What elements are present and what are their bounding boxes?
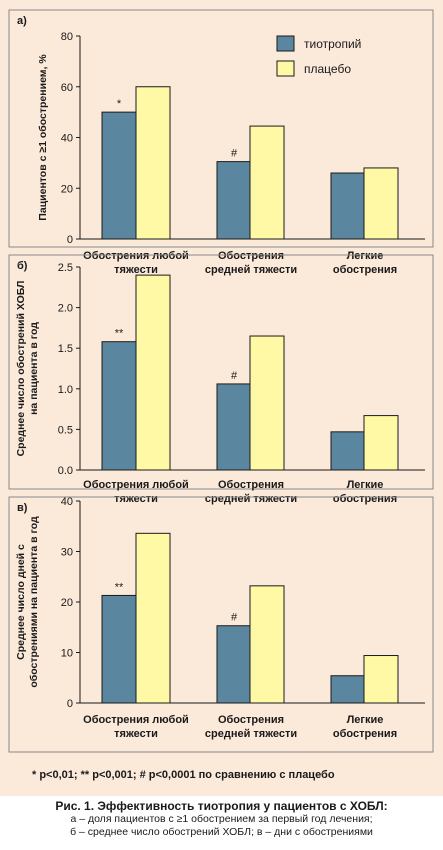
y-axis-label: Среднее число обострений ХОБЛна пациента…	[15, 281, 40, 457]
bar-series2-cat2	[249, 585, 285, 704]
category-label-line: тяжести	[114, 728, 158, 740]
y-tick-label: 20	[61, 183, 73, 195]
chart-panel-3: в) Среднее число дней собострениями на па…	[8, 496, 434, 753]
category-label-line: Легкие	[347, 479, 384, 491]
caption-line-1: а – доля пациентов с ≥1 обострением за п…	[70, 813, 373, 825]
bar-series1-cat1	[101, 594, 137, 704]
category-label-line: тяжести	[114, 493, 158, 505]
bar-series1-cat3	[330, 675, 366, 704]
y-tick-label: 0	[67, 234, 73, 246]
y-axis-label: Пациентов с ≥1 обострением, %	[37, 54, 49, 221]
category-label: Обострения любой тяжести	[83, 714, 189, 740]
bar-series1-cat2	[216, 625, 252, 704]
figure-caption: Рис. 1. Эффективность тиотропия у пациен…	[0, 796, 443, 850]
y-axis-label-line: Среднее число обострений ХОБЛ	[15, 281, 27, 457]
y-tick-label: 40	[61, 496, 73, 508]
bar-series2-cat2	[249, 125, 285, 240]
y-tick-label: 0	[67, 698, 73, 710]
bar-series2-cat1	[135, 274, 171, 471]
significance-mark: #	[231, 370, 238, 382]
bar-series2-cat3	[363, 167, 399, 240]
category-label-line: обострения	[333, 493, 397, 505]
significance-mark: #	[231, 148, 238, 160]
chart-panel-2: б) Среднее число обострений ХОБЛна пациен…	[8, 254, 434, 505]
chart-figure: а) Пациентов с ≥1 обострением, % 0 20 40 60 80…	[8, 9, 434, 781]
y-tick-label: 30	[61, 547, 73, 559]
y-tick-label: 20	[61, 597, 73, 609]
category-label-line: Обострения любой	[83, 714, 189, 726]
bar-series2-cat3	[363, 415, 399, 471]
bar-series2-cat2	[249, 335, 285, 471]
category-label-line: обострения	[333, 728, 397, 740]
category-label-line: Обострения	[218, 479, 284, 491]
bar-series2-cat1	[135, 86, 171, 240]
category-label-line: Обострения	[218, 714, 284, 726]
bar-series1-cat1	[101, 111, 137, 240]
category-label-line: Легкие	[347, 714, 384, 726]
category-label-line: Легкие	[347, 250, 384, 262]
bar-series2-cat3	[363, 655, 399, 704]
bar-series1-cat3	[330, 172, 366, 240]
y-tick-label: 80	[61, 31, 73, 43]
y-tick-label: 10	[61, 648, 73, 660]
y-axis-label-line: Пациентов с ≥1 обострением, %	[37, 54, 49, 221]
panel-frame	[8, 496, 434, 753]
bar-series1-cat1	[101, 341, 137, 471]
y-tick-label: 40	[61, 133, 73, 145]
y-tick-label: 2.0	[58, 303, 73, 315]
category-label: Обострения средней тяжести	[205, 714, 297, 740]
bar-series1-cat2	[216, 161, 252, 240]
y-tick-label: 1.5	[58, 343, 73, 355]
y-tick-label: 0.5	[58, 424, 73, 436]
y-axis-label-line: обострениями на пациента в год	[28, 516, 40, 688]
significance-mark: #	[231, 612, 238, 624]
panel-letter: б)	[17, 260, 28, 272]
y-axis-label-line: на пациента в год	[28, 322, 40, 415]
category-label-line: обострения	[333, 264, 397, 276]
figure-panel: а) Пациентов с ≥1 обострением, % 0 20 40 60 80…	[0, 0, 443, 796]
legend-label: плацебо	[304, 62, 351, 76]
category-label-line: Обострения	[218, 250, 284, 262]
category-label: Обострения средней тяжести	[205, 479, 297, 505]
y-axis-label-line: Среднее число дней с	[15, 544, 27, 660]
significance-mark: **	[115, 328, 124, 340]
category-label-line: средней тяжести	[205, 728, 297, 740]
panel-frame	[8, 9, 434, 248]
y-tick-label: 1.0	[58, 384, 73, 396]
category-label-line: Обострения любой	[83, 250, 189, 262]
bar-series2-cat1	[135, 532, 171, 704]
category-label: Обострения средней тяжести	[205, 250, 297, 276]
y-axis-label: Среднее число дней собострениями на паци…	[15, 516, 40, 688]
legend-label: тиотропий	[304, 37, 361, 51]
category-label-line: средней тяжести	[205, 493, 297, 505]
y-tick-label: 0.0	[58, 465, 73, 477]
significance-mark: **	[115, 581, 124, 593]
significance-mark: *	[117, 98, 122, 110]
footnote: * p<0,01; ** p<0,001; # p<0,0001 по срав…	[32, 769, 335, 781]
chart-panel-1: а) Пациентов с ≥1 обострением, % 0 20 40 60 80…	[8, 9, 434, 276]
category-label: Легкие обострения	[333, 714, 397, 740]
y-tick-label: 60	[61, 82, 73, 94]
legend-swatch	[276, 60, 295, 77]
panel-frame	[8, 254, 434, 490]
category-label: Обострения любой тяжести	[83, 250, 189, 276]
panel-letter: в)	[17, 502, 28, 514]
category-label-line: тяжести	[114, 264, 158, 276]
category-label-line: средней тяжести	[205, 264, 297, 276]
y-tick-label: 2.5	[58, 262, 73, 274]
category-label: Легкие обострения	[333, 479, 397, 505]
bar-series1-cat3	[330, 431, 366, 471]
caption-title: Рис. 1. Эффективность тиотропия у пациен…	[55, 799, 388, 813]
category-label: Легкие обострения	[333, 250, 397, 276]
panel-letter: а)	[17, 15, 27, 27]
legend: тиотропий плацебо	[276, 35, 361, 77]
category-label: Обострения любой тяжести	[83, 479, 189, 505]
legend-swatch	[276, 35, 295, 52]
caption-line-2: б – среднее число обострений ХОБЛ; в – д…	[70, 826, 373, 838]
category-label-line: Обострения любой	[83, 479, 189, 491]
bar-series1-cat2	[216, 383, 252, 471]
